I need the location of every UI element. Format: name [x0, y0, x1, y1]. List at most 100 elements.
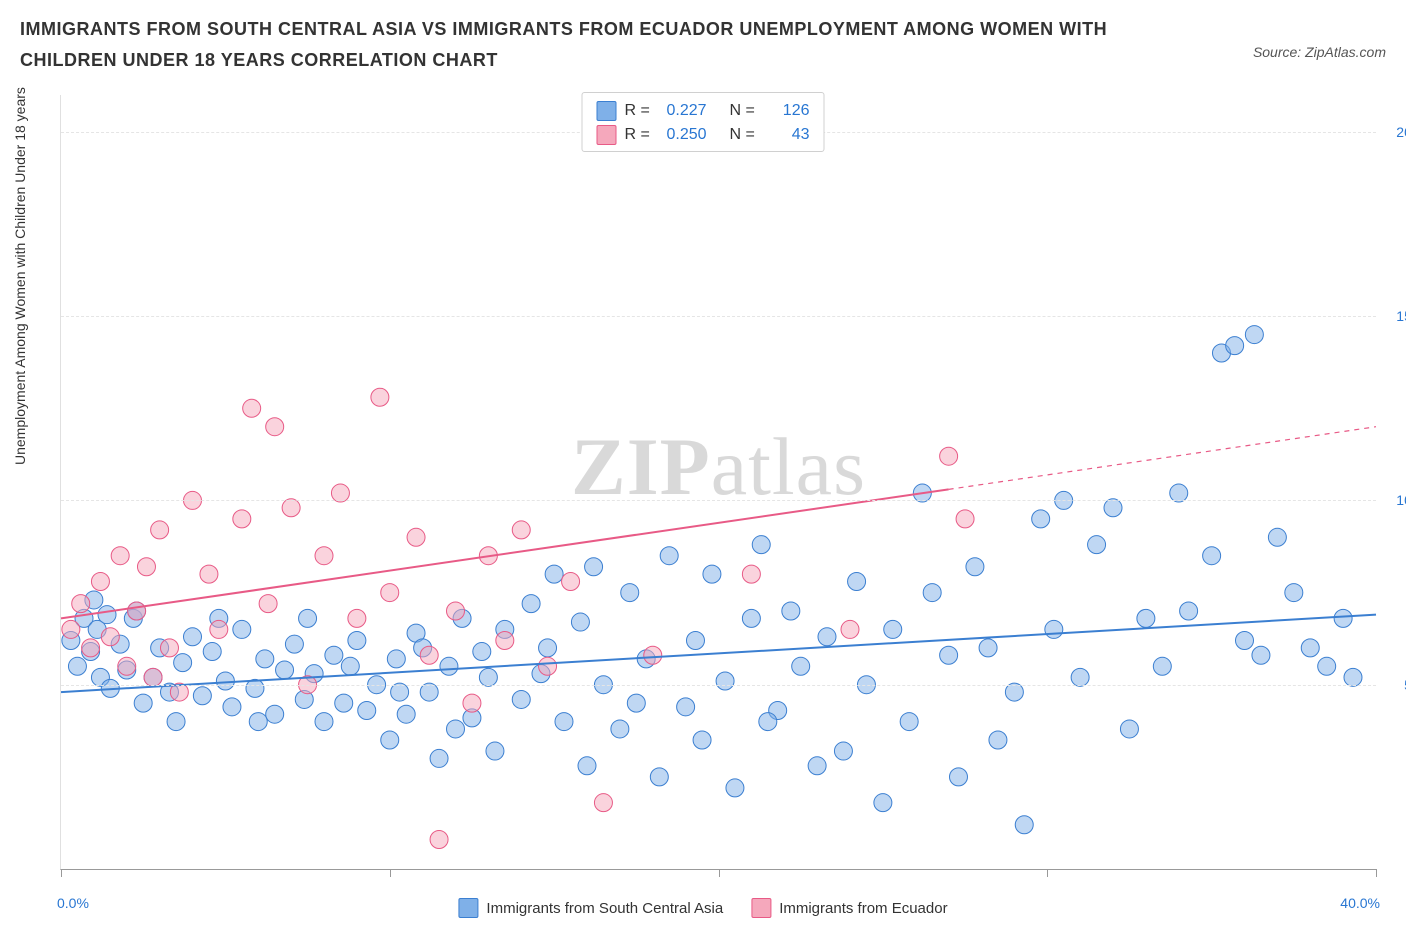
- data-point: [184, 628, 202, 646]
- data-point: [174, 654, 192, 672]
- data-point: [742, 609, 760, 627]
- data-point: [1236, 631, 1254, 649]
- data-point: [1226, 337, 1244, 355]
- r-value: 0.250: [667, 123, 722, 147]
- data-point: [1153, 657, 1171, 675]
- data-point: [463, 694, 481, 712]
- chart-title: IMMIGRANTS FROM SOUTH CENTRAL ASIA VS IM…: [20, 14, 1120, 75]
- data-point: [101, 628, 119, 646]
- data-point: [512, 690, 530, 708]
- data-point: [315, 713, 333, 731]
- data-point: [848, 573, 866, 591]
- data-point: [358, 702, 376, 720]
- n-value: 43: [772, 123, 810, 147]
- legend-swatch: [751, 898, 771, 918]
- data-point: [118, 657, 136, 675]
- data-point: [285, 635, 303, 653]
- data-point: [1285, 584, 1303, 602]
- x-tick: [390, 869, 391, 877]
- data-point: [128, 602, 146, 620]
- data-point: [210, 620, 228, 638]
- data-point: [621, 584, 639, 602]
- data-point: [703, 565, 721, 583]
- data-point: [1005, 683, 1023, 701]
- data-point: [759, 713, 777, 731]
- gridline: [61, 316, 1376, 317]
- data-point: [1045, 620, 1063, 638]
- data-point: [266, 705, 284, 723]
- data-point: [522, 595, 540, 613]
- data-point: [611, 720, 629, 738]
- data-point: [686, 631, 704, 649]
- data-point: [1268, 528, 1286, 546]
- stats-legend-row: R =0.250N =43: [597, 123, 810, 147]
- data-point: [335, 694, 353, 712]
- data-point: [874, 794, 892, 812]
- data-point: [420, 683, 438, 701]
- data-point: [496, 631, 514, 649]
- r-label: R =: [625, 123, 659, 147]
- gridline: [61, 685, 1376, 686]
- stats-legend-row: R =0.227N =126: [597, 99, 810, 123]
- data-point: [91, 573, 109, 591]
- data-point: [1088, 536, 1106, 554]
- data-point: [752, 536, 770, 554]
- data-point: [1137, 609, 1155, 627]
- x-tick: [1047, 869, 1048, 877]
- legend-swatch: [597, 125, 617, 145]
- n-value: 126: [772, 99, 810, 123]
- data-point: [594, 794, 612, 812]
- data-point: [940, 646, 958, 664]
- y-tick-label: 5.0%: [1381, 677, 1406, 693]
- data-point: [249, 713, 267, 731]
- source-attribution: Source: ZipAtlas.com: [1253, 44, 1386, 60]
- data-point: [562, 573, 580, 591]
- data-point: [1318, 657, 1336, 675]
- data-point: [585, 558, 603, 576]
- data-point: [512, 521, 530, 539]
- series-name: Immigrants from South Central Asia: [486, 900, 723, 917]
- y-tick-label: 10.0%: [1381, 492, 1406, 508]
- data-point: [151, 521, 169, 539]
- data-point: [397, 705, 415, 723]
- data-point: [650, 768, 668, 786]
- x-tick: [719, 869, 720, 877]
- data-point: [956, 510, 974, 528]
- data-point: [256, 650, 274, 668]
- legend-swatch: [458, 898, 478, 918]
- data-point: [1180, 602, 1198, 620]
- data-point: [387, 650, 405, 668]
- data-point: [1334, 609, 1352, 627]
- data-point: [68, 657, 86, 675]
- n-label: N =: [730, 99, 764, 123]
- data-point: [782, 602, 800, 620]
- data-point: [111, 547, 129, 565]
- data-point: [341, 657, 359, 675]
- chart-header: IMMIGRANTS FROM SOUTH CENTRAL ASIA VS IM…: [20, 14, 1386, 75]
- data-point: [391, 683, 409, 701]
- data-point: [627, 694, 645, 712]
- data-point: [949, 768, 967, 786]
- data-point: [841, 620, 859, 638]
- data-point: [834, 742, 852, 760]
- data-point: [233, 510, 251, 528]
- data-point: [716, 672, 734, 690]
- data-point: [430, 749, 448, 767]
- x-tick-label: 40.0%: [1340, 895, 1380, 911]
- y-tick-label: 15.0%: [1381, 308, 1406, 324]
- data-point: [818, 628, 836, 646]
- data-point: [1245, 326, 1263, 344]
- series-legend-item: Immigrants from Ecuador: [751, 898, 947, 918]
- data-point: [325, 646, 343, 664]
- data-point: [430, 831, 448, 849]
- data-point: [940, 447, 958, 465]
- data-point: [900, 713, 918, 731]
- x-tick: [61, 869, 62, 877]
- data-point: [742, 565, 760, 583]
- data-point: [233, 620, 251, 638]
- data-point: [331, 484, 349, 502]
- data-point: [315, 547, 333, 565]
- data-point: [644, 646, 662, 664]
- data-point: [539, 639, 557, 657]
- data-point: [193, 687, 211, 705]
